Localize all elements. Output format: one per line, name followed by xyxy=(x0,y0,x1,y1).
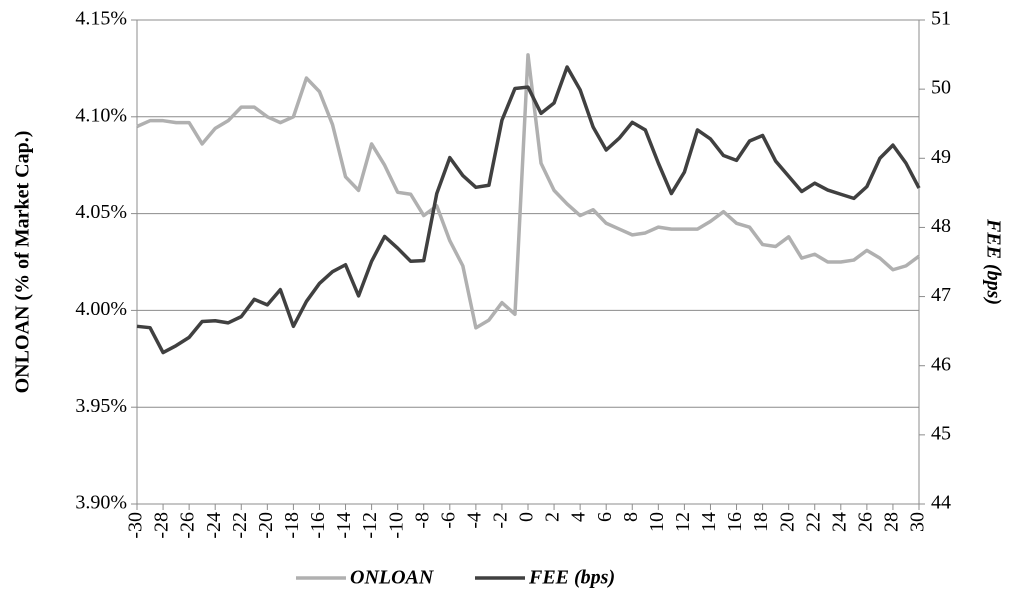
x-tick-label: 0 xyxy=(516,512,538,522)
x-tick-label: 30 xyxy=(907,512,929,532)
x-tick-label: 14 xyxy=(698,512,720,532)
x-tick-label: -4 xyxy=(463,512,485,529)
legend-label: ONLOAN xyxy=(350,567,435,589)
x-tick-label: 28 xyxy=(881,512,903,532)
x-tick-label: 26 xyxy=(854,512,876,532)
line-series xyxy=(136,65,921,355)
x-tick-label: -24 xyxy=(203,512,225,539)
y-tick-label: 4.15% xyxy=(75,8,127,30)
y-tick-label: 4.00% xyxy=(75,298,127,320)
x-tick-label: 10 xyxy=(646,512,668,532)
x-tick-label: -2 xyxy=(490,512,512,529)
y2-tick-label: 48 xyxy=(931,215,951,237)
x-tick-label: -8 xyxy=(411,512,433,529)
y-tick-label: 3.90% xyxy=(75,492,127,514)
y2-tick-label: 51 xyxy=(931,8,951,30)
x-tick-label: -28 xyxy=(151,512,173,539)
x-tick-label: 16 xyxy=(724,512,746,532)
x-tick-label: 12 xyxy=(672,512,694,532)
y2-tick-label: 44 xyxy=(931,492,951,514)
x-tick-label: -10 xyxy=(385,512,407,539)
x-tick-label: -30 xyxy=(125,512,147,539)
x-tick-label: -16 xyxy=(307,512,329,539)
x-tick-label: 6 xyxy=(594,512,616,522)
x-tick-label: -22 xyxy=(229,512,251,539)
x-tick-label: 18 xyxy=(750,512,772,532)
x-tick-label: -20 xyxy=(255,512,277,539)
x-tick-label: 20 xyxy=(776,512,798,532)
x-tick-label: -14 xyxy=(333,512,355,539)
line-series xyxy=(136,53,921,330)
x-tick-label: -18 xyxy=(281,512,303,539)
y2-tick-label: 47 xyxy=(931,284,951,306)
x-tick-label: 2 xyxy=(542,512,564,522)
y2-tick-label: 50 xyxy=(931,77,951,99)
y2-tick-label: 49 xyxy=(931,146,951,168)
y-tick-label: 3.95% xyxy=(75,395,127,417)
x-tick-label: 8 xyxy=(620,512,642,522)
y2-tick-label: 46 xyxy=(931,353,951,375)
x-tick-label: 24 xyxy=(828,512,850,532)
x-tick-label: -12 xyxy=(359,512,381,539)
x-tick-label: 22 xyxy=(802,512,824,532)
x-tick-label: -6 xyxy=(437,512,459,529)
x-tick-label: -26 xyxy=(177,512,199,539)
y-axis-title: ONLOAN (% of Market Cap.) xyxy=(12,131,34,394)
y2-axis-title: FEE (bps) xyxy=(982,218,1004,305)
x-tick-label: 4 xyxy=(568,512,590,522)
y-tick-label: 4.10% xyxy=(75,104,127,126)
y-tick-label: 4.05% xyxy=(75,201,127,223)
legend-label: FEE (bps) xyxy=(528,567,615,589)
y2-tick-label: 45 xyxy=(931,422,951,444)
